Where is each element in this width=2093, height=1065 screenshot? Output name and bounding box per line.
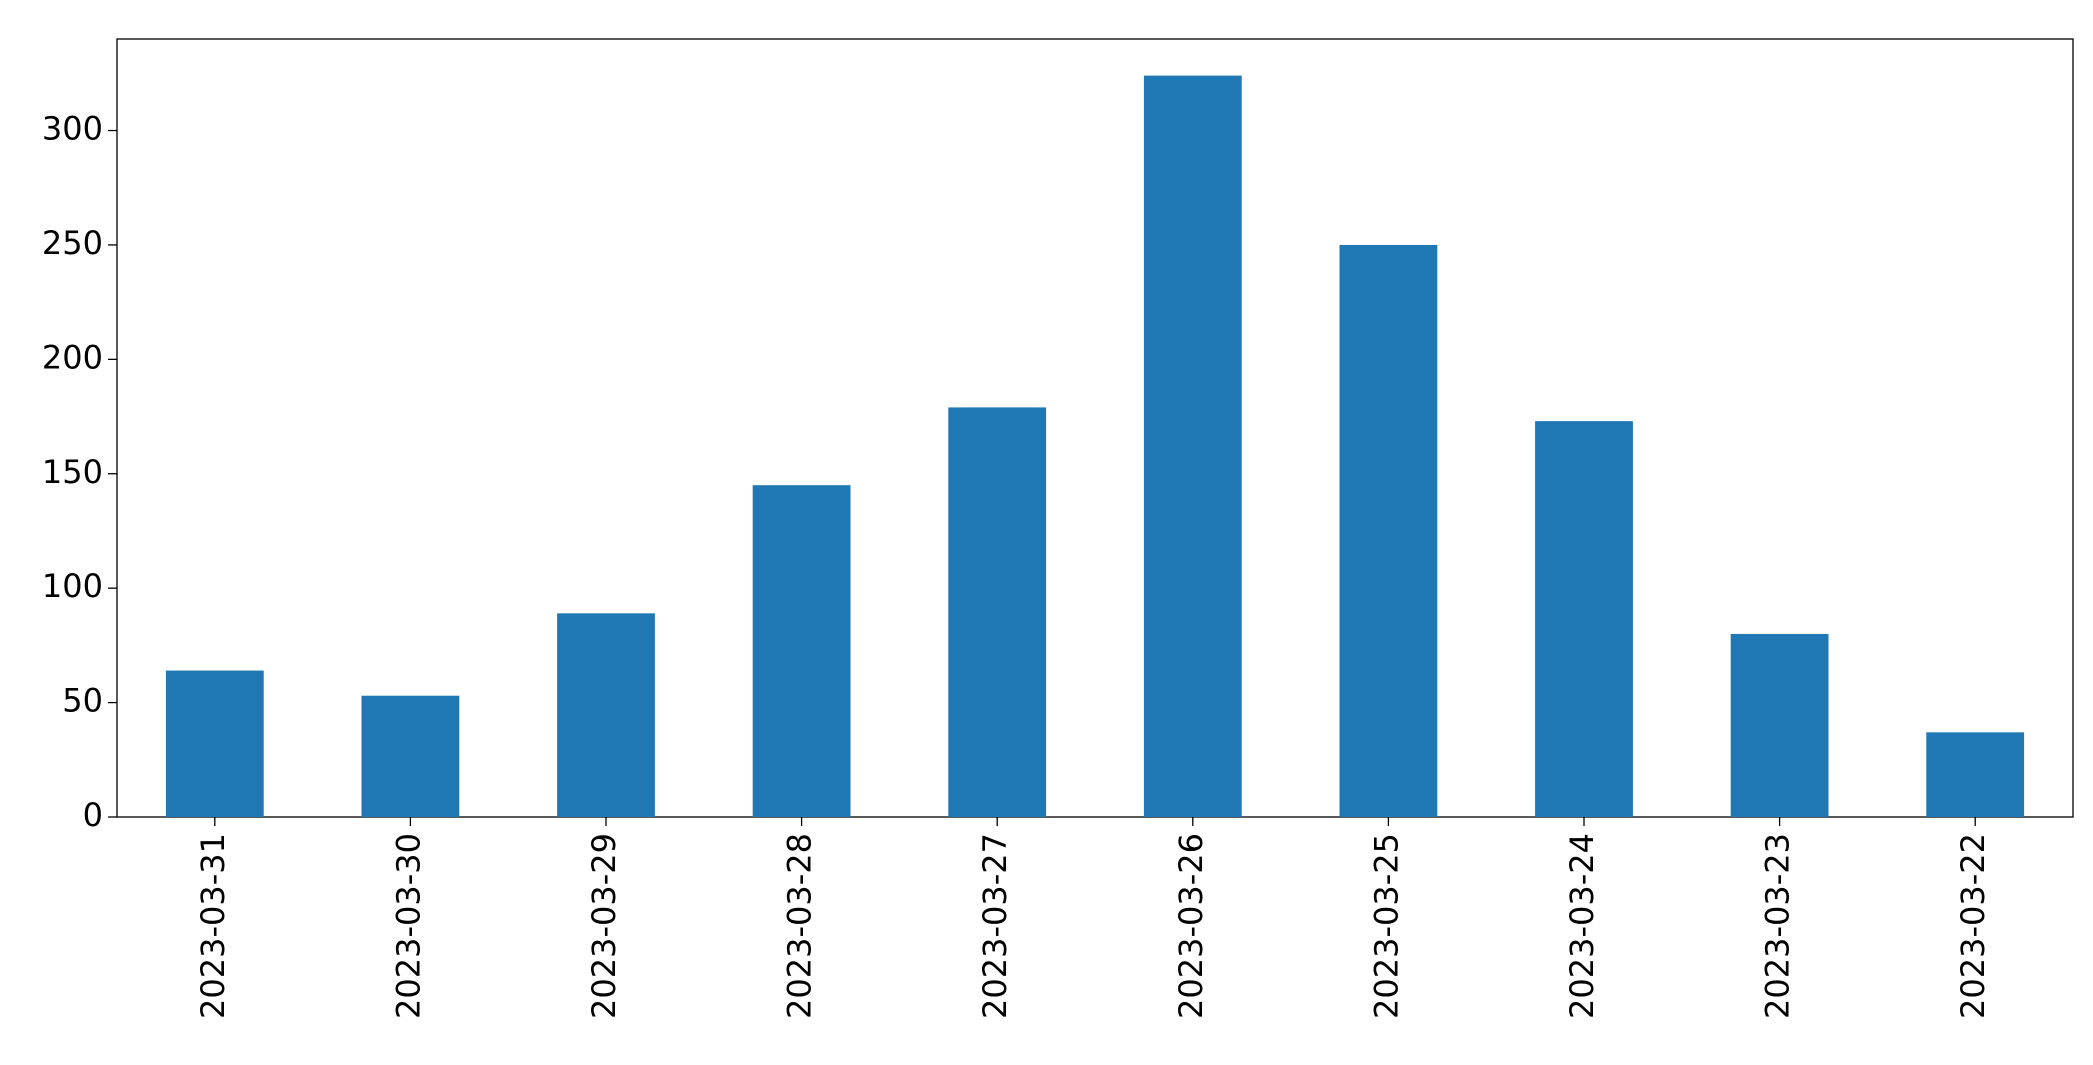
x-tick-label: 2023-03-25: [1367, 833, 1405, 1019]
bar: [361, 695, 460, 817]
y-tick-label: 300: [42, 110, 103, 148]
y-tick-label: 250: [42, 224, 103, 262]
x-tick-label: 2023-03-31: [194, 833, 232, 1019]
x-tick-label: 2023-03-27: [976, 833, 1014, 1019]
bar: [1143, 75, 1242, 818]
x-tick-label: 2023-03-29: [585, 833, 623, 1019]
y-tick-label: 100: [42, 567, 103, 605]
bar: [1339, 244, 1438, 818]
bar: [1926, 732, 2025, 817]
x-tick-label: 2023-03-24: [1563, 833, 1601, 1019]
bar: [752, 485, 851, 817]
bar: [165, 670, 264, 817]
bar: [948, 407, 1047, 817]
bar: [557, 613, 655, 817]
x-tick-label: 2023-03-28: [781, 833, 819, 1019]
bar: [1535, 421, 1633, 817]
bar: [1730, 633, 1829, 817]
x-tick-label: 2023-03-22: [1954, 833, 1992, 1019]
y-tick-label: 0: [83, 796, 103, 834]
y-tick-label: 150: [42, 453, 103, 491]
axes-frame: [116, 38, 2074, 818]
x-tick-label: 2023-03-23: [1759, 833, 1797, 1019]
x-tick-label: 2023-03-26: [1172, 833, 1210, 1019]
y-tick-label: 50: [62, 682, 103, 720]
y-tick-label: 200: [42, 338, 103, 376]
x-tick-label: 2023-03-30: [389, 833, 427, 1019]
